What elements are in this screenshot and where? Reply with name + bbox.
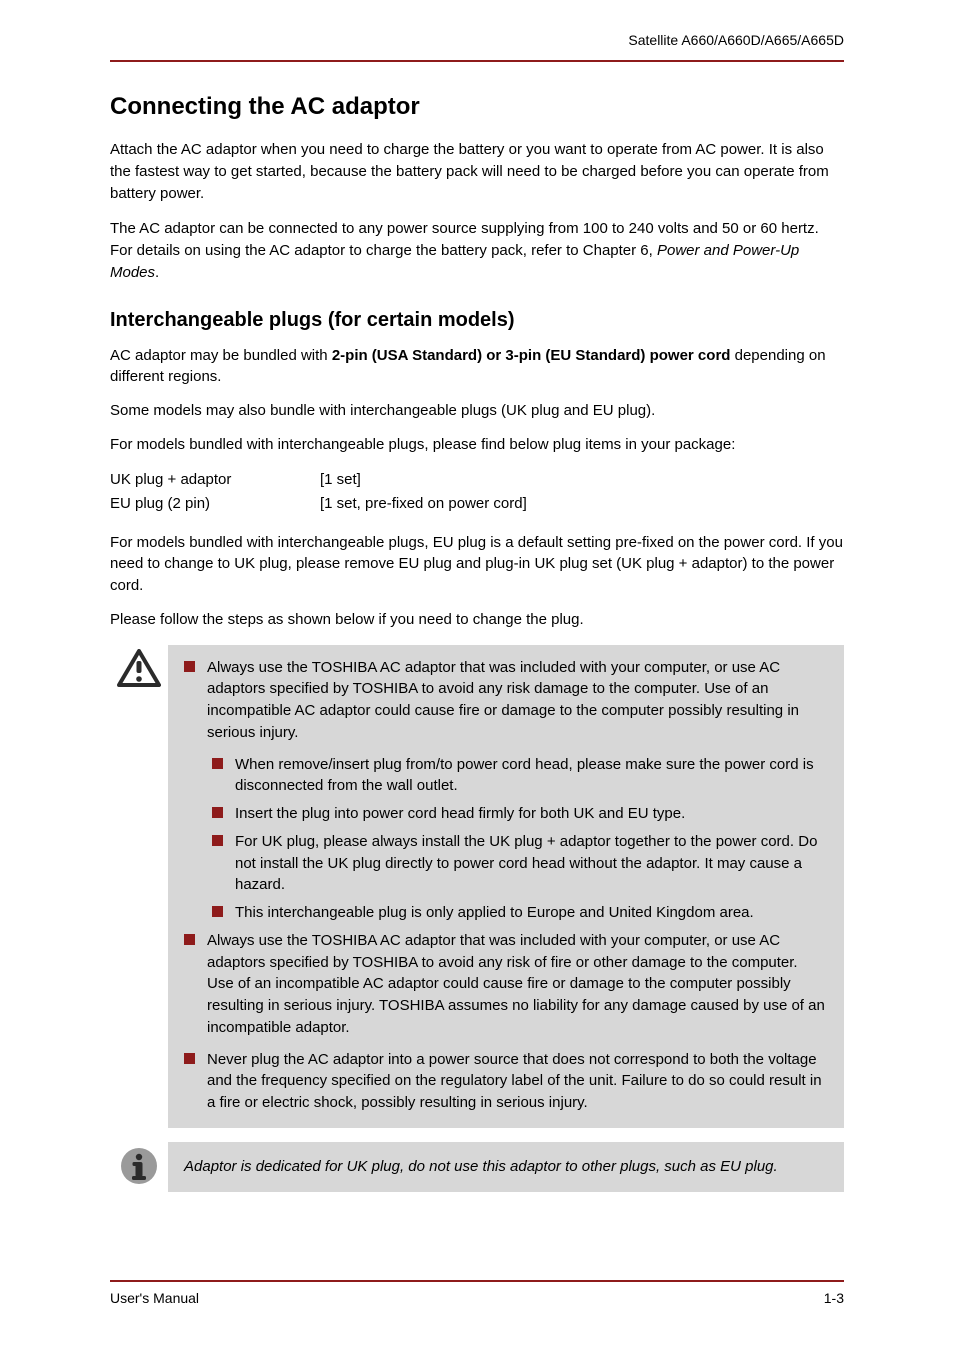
note-callout: Adaptor is dedicated for UK plug, do not… [110, 1142, 844, 1192]
note-body: Adaptor is dedicated for UK plug, do not… [168, 1142, 844, 1192]
intro-paragraph-1: Attach the AC adaptor when you need to c… [110, 139, 844, 204]
caution-sub-text: This interchangeable plug is only applie… [235, 902, 828, 924]
plug-para-5: Please follow the steps as shown below i… [110, 609, 844, 631]
plug-item-label: UK plug + adaptor [110, 468, 320, 492]
caution-sub-item: This interchangeable plug is only applie… [212, 902, 828, 924]
plug-para-1-prefix: AC adaptor may be bundled with [110, 347, 332, 364]
caution-sub-item: When remove/insert plug from/to power co… [212, 754, 828, 798]
plug-item-value: [1 set, pre-fixed on power cord] [320, 492, 844, 516]
caution-sub-text: When remove/insert plug from/to power co… [235, 754, 828, 798]
plug-para-1: AC adaptor may be bundled with 2-pin (US… [110, 345, 844, 389]
footer-rule [110, 1280, 844, 1282]
plug-para-1-bold: 2-pin (USA Standard) or 3-pin (EU Standa… [332, 347, 731, 364]
bullet-icon [212, 758, 223, 769]
caution-item: Never plug the AC adaptor into a power s… [184, 1049, 828, 1114]
caution-item: Always use the TOSHIBA AC adaptor that w… [184, 657, 828, 744]
plug-item-label: EU plug (2 pin) [110, 492, 320, 516]
plug-para-3: For models bundled with interchangeable … [110, 434, 844, 456]
bullet-icon [184, 934, 195, 945]
caution-sub-text: Insert the plug into power cord head fir… [235, 803, 828, 825]
footer-right: 1-3 [824, 1288, 844, 1308]
caution-item-text: Always use the TOSHIBA AC adaptor that w… [207, 930, 828, 1039]
running-header-text: Satellite A660/A660D/A665/A665D [628, 32, 844, 48]
plug-list-item: EU plug (2 pin) [1 set, pre-fixed on pow… [110, 492, 844, 516]
plug-para-4: For models bundled with interchangeable … [110, 532, 844, 597]
plug-para-2: Some models may also bundle with interch… [110, 400, 844, 422]
header-rule [110, 60, 844, 62]
plug-subheading: Interchangeable plugs (for certain model… [110, 306, 844, 335]
info-icon [110, 1142, 168, 1186]
caution-sub-text: For UK plug, please always install the U… [235, 831, 828, 896]
bullet-icon [212, 807, 223, 818]
caution-sub-item: Insert the plug into power cord head fir… [212, 803, 828, 825]
caution-callout: Always use the TOSHIBA AC adaptor that w… [110, 645, 844, 1128]
caution-icon [110, 645, 168, 689]
caution-item-text: Always use the TOSHIBA AC adaptor that w… [207, 657, 828, 744]
section-title: Connecting the AC adaptor [110, 90, 844, 125]
plug-list-item: UK plug + adaptor [1 set] [110, 468, 844, 492]
intro-paragraph-2: The AC adaptor can be connected to any p… [110, 218, 844, 283]
page: Satellite A660/A660D/A665/A665D Connecti… [0, 0, 954, 1352]
footer-left: User's Manual [110, 1288, 199, 1308]
running-header: Satellite A660/A660D/A665/A665D [110, 30, 844, 50]
bullet-icon [212, 906, 223, 917]
caution-body: Always use the TOSHIBA AC adaptor that w… [168, 645, 844, 1128]
caution-item: Always use the TOSHIBA AC adaptor that w… [184, 930, 828, 1039]
caution-item-text: Never plug the AC adaptor into a power s… [207, 1049, 828, 1114]
plug-item-value: [1 set] [320, 468, 844, 492]
bullet-icon [184, 1053, 195, 1064]
caution-sub-item: For UK plug, please always install the U… [212, 831, 828, 896]
plug-list: UK plug + adaptor [1 set] EU plug (2 pin… [110, 468, 844, 516]
footer-line: User's Manual 1-3 [110, 1288, 844, 1308]
note-text: Adaptor is dedicated for UK plug, do not… [184, 1158, 778, 1175]
bullet-icon [212, 835, 223, 846]
footer: User's Manual 1-3 [110, 1280, 844, 1308]
bullet-icon [184, 661, 195, 672]
intro2-suffix: . [155, 264, 159, 281]
